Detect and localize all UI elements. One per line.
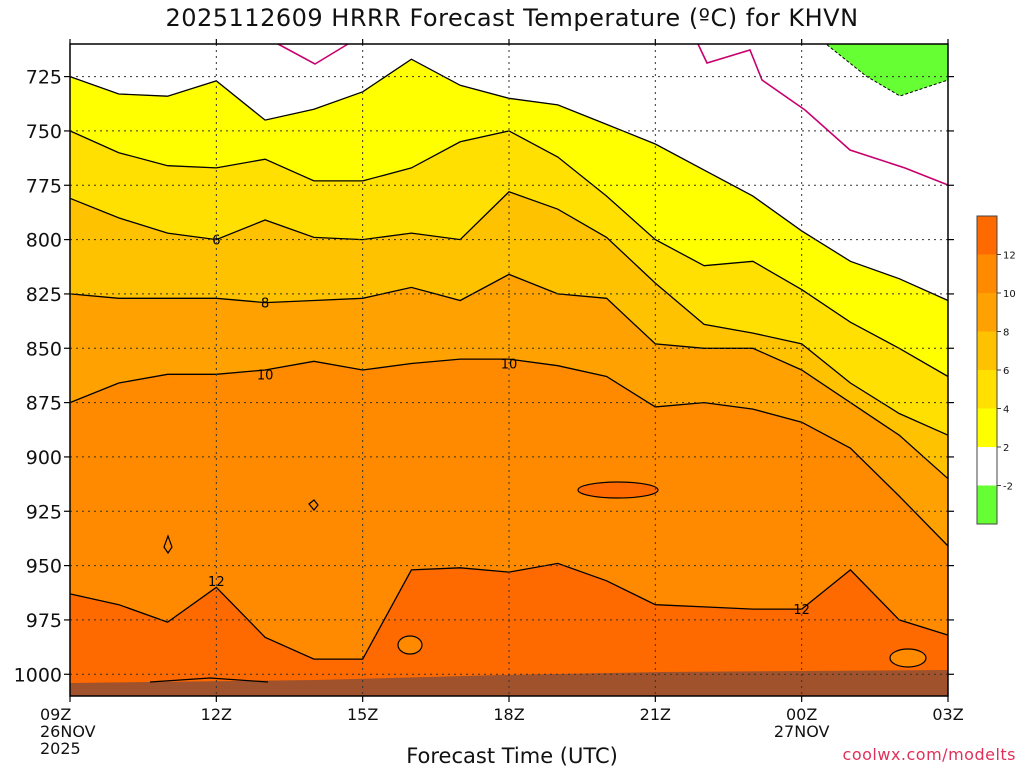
x-tick-label-00Z-0: 00Z bbox=[786, 705, 817, 724]
y-tick-label-975: 975 bbox=[26, 610, 62, 632]
y-tick-label-725: 725 bbox=[26, 67, 62, 89]
colorbar-swatch-3 bbox=[977, 331, 997, 370]
x-tick-label-12Z-0: 12Z bbox=[201, 705, 232, 724]
y-tick-label-950: 950 bbox=[26, 556, 62, 578]
contour-label-5: 12 bbox=[793, 603, 810, 618]
x-tick-label-00Z-1: 27NOV bbox=[774, 722, 830, 741]
colorbar-swatch-6 bbox=[977, 447, 997, 486]
y-tick-label-900: 900 bbox=[26, 447, 62, 469]
colorbar-label-0: -2 bbox=[1003, 482, 1013, 493]
x-tick-label-21Z-0: 21Z bbox=[640, 705, 671, 724]
colorbar-swatch-7 bbox=[977, 485, 997, 524]
contour-6c bbox=[69, 191, 949, 436]
contour-label-2: 10 bbox=[257, 368, 274, 383]
y-tick-label-775: 775 bbox=[26, 175, 62, 197]
colorbar-label-2: 4 bbox=[1003, 405, 1009, 416]
chart-title: 2025112609 HRRR Forecast Temperature (ºC… bbox=[165, 4, 859, 32]
freezing-line-left bbox=[277, 43, 349, 65]
x-tick-label-15Z-0: 15Z bbox=[347, 705, 378, 724]
contour-label-0: 6 bbox=[212, 234, 220, 249]
y-tick-label-825: 825 bbox=[26, 284, 62, 306]
colorbar-swatch-0 bbox=[977, 216, 997, 255]
pocket-warm-1 bbox=[397, 635, 423, 655]
colorbar-swatch-1 bbox=[977, 254, 997, 293]
band-minus2-2 bbox=[70, 44, 948, 301]
contour-label-4: 12 bbox=[208, 575, 225, 590]
x-tick-label-09Z-0: 09Z bbox=[40, 705, 71, 724]
colorbar-label-5: 10 bbox=[1003, 289, 1016, 300]
pocket-warm-2 bbox=[577, 481, 659, 499]
near-surface-contour bbox=[149, 677, 269, 683]
pocket-warm-3 bbox=[889, 648, 927, 668]
x-tick-label-09Z-1: 26NOV bbox=[40, 722, 96, 741]
colorbar-swatch-2 bbox=[977, 293, 997, 332]
y-tick-label-925: 925 bbox=[26, 501, 62, 523]
y-tick-label-1000: 1000 bbox=[14, 664, 62, 686]
colorbar-swatch-5 bbox=[977, 408, 997, 447]
colorbar-label-1: 2 bbox=[1003, 443, 1009, 454]
y-tick-label-800: 800 bbox=[26, 230, 62, 252]
y-tick-label-850: 850 bbox=[26, 338, 62, 360]
freezing-line-right bbox=[697, 43, 949, 186]
colorbar-label-6: 12 bbox=[1003, 251, 1016, 262]
x-tick-label-03Z-0: 03Z bbox=[932, 705, 963, 724]
isolated-contour-2 bbox=[308, 499, 319, 511]
colorbar-label-3: 6 bbox=[1003, 366, 1009, 377]
isolated-contour-1 bbox=[163, 534, 173, 555]
y-tick-label-875: 875 bbox=[26, 393, 62, 415]
x-tick-label-18Z-0: 18Z bbox=[493, 705, 524, 724]
colorbar-label-4: 8 bbox=[1003, 328, 1009, 339]
x-axis-label: Forecast Time (UTC) bbox=[406, 744, 618, 768]
colorbar-swatch-4 bbox=[977, 370, 997, 409]
source-credit: coolwx.com/modelts bbox=[842, 745, 1016, 764]
ground-surface bbox=[70, 670, 948, 696]
y-tick-label-750: 750 bbox=[26, 121, 62, 143]
x-tick-label-09Z-2: 2025 bbox=[40, 739, 81, 758]
contour-label-1: 8 bbox=[261, 297, 269, 312]
contour-label-3: 10 bbox=[501, 357, 518, 372]
